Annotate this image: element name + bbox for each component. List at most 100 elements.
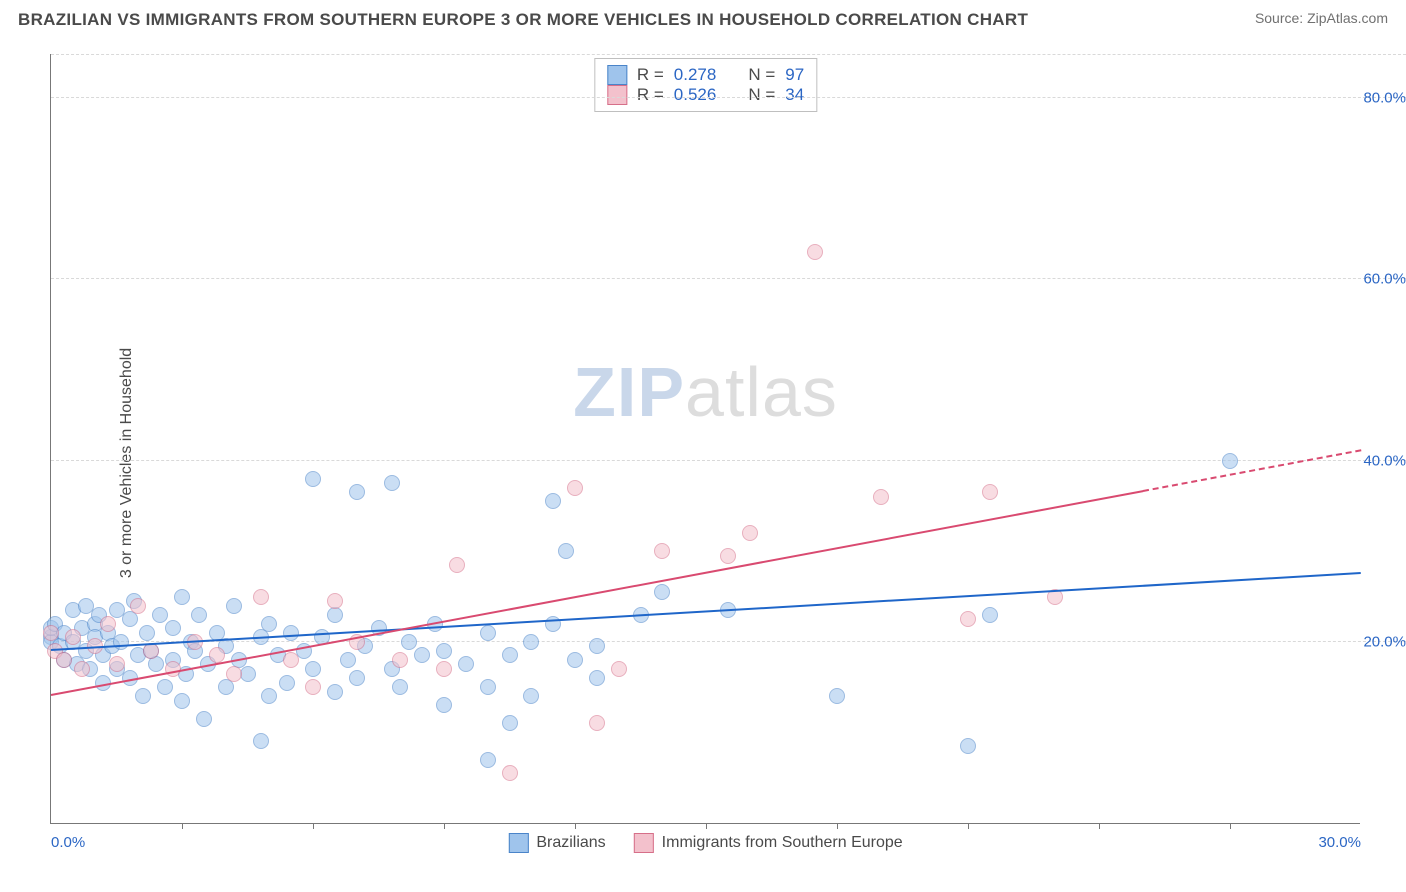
data-point: [1222, 453, 1238, 469]
data-point: [174, 693, 190, 709]
legend-stats-row-0: R = 0.278 N = 97: [607, 65, 804, 85]
data-point: [458, 656, 474, 672]
data-point: [253, 589, 269, 605]
x-tick: [575, 823, 576, 829]
data-point: [502, 715, 518, 731]
n-label: N =: [748, 85, 775, 105]
x-tick-label: 0.0%: [51, 834, 85, 851]
data-point: [502, 647, 518, 663]
legend-stats-row-1: R = 0.526 N = 34: [607, 85, 804, 105]
data-point: [611, 661, 627, 677]
plot-area: ZIPatlas R = 0.278 N = 97 R = 0.526 N = …: [50, 54, 1360, 824]
data-point: [589, 638, 605, 654]
data-point: [523, 688, 539, 704]
data-point: [130, 598, 146, 614]
data-point: [226, 598, 242, 614]
legend-stats: R = 0.278 N = 97 R = 0.526 N = 34: [594, 58, 817, 112]
legend-item-0: Brazilians: [508, 833, 605, 853]
data-point: [449, 557, 465, 573]
data-point: [165, 620, 181, 636]
x-tick: [444, 823, 445, 829]
data-point: [401, 634, 417, 650]
x-tick: [968, 823, 969, 829]
data-point: [589, 670, 605, 686]
gridline: [51, 278, 1406, 279]
data-point: [654, 543, 670, 559]
data-point: [305, 661, 321, 677]
data-point: [384, 475, 400, 491]
r-value-1: 0.526: [674, 85, 717, 105]
watermark-atlas: atlas: [685, 353, 838, 431]
data-point: [226, 666, 242, 682]
gridline: [51, 460, 1406, 461]
x-tick: [1099, 823, 1100, 829]
data-point: [480, 752, 496, 768]
data-point: [654, 584, 670, 600]
data-point: [436, 697, 452, 713]
data-point: [56, 652, 72, 668]
data-point: [327, 593, 343, 609]
data-point: [960, 611, 976, 627]
data-point: [261, 688, 277, 704]
trend-line: [51, 572, 1361, 651]
x-tick-label: 30.0%: [1318, 834, 1361, 851]
legend-item-1: Immigrants from Southern Europe: [634, 833, 903, 853]
data-point: [545, 493, 561, 509]
data-point: [65, 629, 81, 645]
data-point: [392, 652, 408, 668]
chart-title: BRAZILIAN VS IMMIGRANTS FROM SOUTHERN EU…: [18, 10, 1028, 30]
data-point: [502, 765, 518, 781]
data-point: [196, 711, 212, 727]
data-point: [122, 611, 138, 627]
n-value-1: 34: [785, 85, 804, 105]
x-tick: [1230, 823, 1231, 829]
legend-swatch-0: [607, 65, 627, 85]
y-tick-label: 60.0%: [1357, 271, 1406, 288]
data-point: [135, 688, 151, 704]
data-point: [392, 679, 408, 695]
x-tick: [706, 823, 707, 829]
legend-swatch-bottom-0: [508, 833, 528, 853]
data-point: [218, 679, 234, 695]
data-point: [982, 484, 998, 500]
chart-container: 3 or more Vehicles in Household ZIPatlas…: [0, 34, 1406, 892]
data-point: [157, 679, 173, 695]
data-point: [74, 661, 90, 677]
x-tick: [837, 823, 838, 829]
data-point: [960, 738, 976, 754]
data-point: [982, 607, 998, 623]
watermark: ZIPatlas: [573, 352, 838, 432]
trend-line: [51, 490, 1143, 696]
data-point: [567, 480, 583, 496]
gridline: [51, 54, 1406, 55]
x-tick: [313, 823, 314, 829]
data-point: [279, 675, 295, 691]
n-label: N =: [748, 65, 775, 85]
data-point: [567, 652, 583, 668]
data-point: [480, 625, 496, 641]
data-point: [436, 661, 452, 677]
data-point: [43, 625, 59, 641]
y-tick-label: 20.0%: [1357, 633, 1406, 650]
y-tick-label: 40.0%: [1357, 452, 1406, 469]
data-point: [109, 656, 125, 672]
data-point: [283, 625, 299, 641]
data-point: [327, 684, 343, 700]
data-point: [191, 607, 207, 623]
data-point: [873, 489, 889, 505]
data-point: [414, 647, 430, 663]
data-point: [349, 670, 365, 686]
data-point: [807, 244, 823, 260]
legend-series: Brazilians Immigrants from Southern Euro…: [508, 833, 902, 853]
data-point: [152, 607, 168, 623]
legend-label-1: Immigrants from Southern Europe: [662, 834, 903, 852]
legend-swatch-1: [607, 85, 627, 105]
data-point: [523, 634, 539, 650]
data-point: [305, 471, 321, 487]
n-value-0: 97: [785, 65, 804, 85]
r-label: R =: [637, 65, 664, 85]
data-point: [261, 616, 277, 632]
data-point: [436, 643, 452, 659]
data-point: [558, 543, 574, 559]
data-point: [305, 679, 321, 695]
